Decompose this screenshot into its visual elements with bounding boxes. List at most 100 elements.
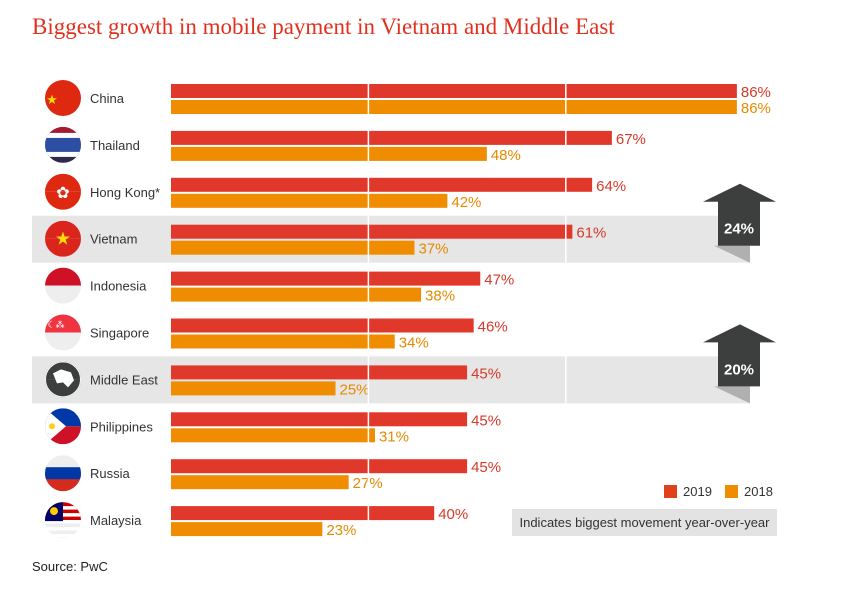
flag-bottom bbox=[45, 332, 81, 351]
bar-2019 bbox=[171, 84, 737, 98]
flag-moon: ☾⁂ bbox=[47, 320, 64, 330]
category-label: Russia bbox=[90, 466, 131, 481]
highlight-band bbox=[32, 215, 750, 263]
bar-2019 bbox=[171, 459, 468, 474]
flag-top bbox=[45, 80, 81, 98]
category-label: China bbox=[90, 91, 125, 106]
bar-2018 bbox=[171, 475, 349, 490]
source-text: Source: PwC bbox=[32, 559, 108, 574]
category-label: Thailand bbox=[90, 138, 140, 153]
chart-title: Biggest growth in mobile payment in Viet… bbox=[32, 14, 615, 39]
up-arrow-icon: 24% bbox=[703, 183, 776, 263]
data-label-2019: 67% bbox=[616, 131, 646, 148]
bar-2018 bbox=[171, 193, 448, 208]
flag-body bbox=[45, 455, 81, 492]
flag-icon-thailand bbox=[45, 126, 81, 163]
data-label-2018: 48% bbox=[491, 147, 521, 164]
flag-stripe bbox=[45, 137, 81, 152]
flag-stripe bbox=[45, 520, 81, 524]
data-label-2018: 38% bbox=[425, 288, 455, 305]
arrow-shape bbox=[703, 324, 776, 387]
bar-2019 bbox=[171, 224, 573, 239]
data-label-2018: 23% bbox=[326, 522, 356, 539]
data-label-2018: 34% bbox=[399, 335, 429, 352]
movement-note: Indicates biggest movement year-over-yea… bbox=[512, 509, 777, 536]
flag-top bbox=[45, 267, 81, 286]
flag-icon-vietnam: ★ bbox=[45, 220, 81, 257]
flag-triangle bbox=[45, 408, 66, 445]
data-label-2018: 31% bbox=[379, 428, 409, 445]
arrow-shadow bbox=[714, 386, 750, 404]
bar-2019 bbox=[171, 365, 468, 380]
bar-2019 bbox=[171, 130, 612, 145]
category-label: Singapore bbox=[90, 326, 149, 341]
flag-star: ★ bbox=[55, 229, 71, 249]
data-label-2019: 61% bbox=[576, 225, 606, 242]
bar-2018 bbox=[171, 381, 336, 396]
data-label-2018: 37% bbox=[418, 241, 448, 258]
arrow-shape bbox=[703, 183, 776, 246]
legend-swatch-2018 bbox=[725, 485, 738, 498]
data-label-2019: 45% bbox=[471, 412, 501, 429]
data-label-2019: 86% bbox=[741, 84, 771, 101]
flag-body bbox=[45, 267, 81, 304]
flag-top bbox=[45, 173, 81, 192]
flag-body: ★ bbox=[45, 80, 81, 116]
legend-item-2019: 2019 bbox=[664, 484, 712, 499]
flag-stripe bbox=[45, 534, 81, 538]
bar-2018 bbox=[171, 100, 737, 114]
data-label-2018: 86% bbox=[741, 100, 771, 117]
legend-label-2018: 2018 bbox=[744, 484, 773, 499]
flag-bottom bbox=[45, 285, 81, 304]
flag-body bbox=[45, 126, 81, 163]
data-label-2019: 40% bbox=[438, 506, 468, 523]
flag-icon-china: ★ bbox=[45, 80, 81, 116]
bar-2019 bbox=[171, 506, 435, 521]
bar-2018 bbox=[171, 287, 422, 302]
map-shape bbox=[53, 369, 74, 388]
highlight-band bbox=[32, 356, 750, 404]
category-label: Vietnam bbox=[90, 232, 137, 247]
category-label: Middle East bbox=[90, 372, 158, 387]
flag-bottom bbox=[45, 98, 81, 116]
bar-2018 bbox=[171, 146, 487, 161]
flag-stripe bbox=[45, 527, 81, 531]
flag-body: ✿ bbox=[45, 173, 81, 210]
flag-body: ☾⁂ bbox=[45, 314, 81, 351]
flag-icon-philippines bbox=[45, 408, 81, 445]
flag-sun bbox=[49, 423, 55, 430]
flag-body bbox=[45, 502, 81, 539]
flag-top bbox=[45, 314, 81, 333]
flag-bottom bbox=[45, 238, 81, 257]
flag-moon bbox=[50, 507, 58, 516]
data-label-2019: 46% bbox=[478, 319, 508, 336]
bar-2019 bbox=[171, 271, 481, 286]
flag-body: ★ bbox=[45, 220, 81, 257]
legend-swatch-2019 bbox=[664, 485, 677, 498]
category-label: Hong Kong* bbox=[90, 185, 160, 200]
bar-2018 bbox=[171, 334, 395, 349]
data-label-2019: 45% bbox=[471, 459, 501, 476]
data-label-2019: 45% bbox=[471, 365, 501, 382]
category-label: Philippines bbox=[90, 419, 153, 434]
movement-label: 24% bbox=[724, 221, 754, 238]
flag-icon-indonesia bbox=[45, 267, 81, 304]
data-label-2019: 47% bbox=[484, 272, 514, 289]
category-label: Indonesia bbox=[90, 279, 147, 294]
bar-2019 bbox=[171, 177, 593, 192]
flag-body bbox=[45, 408, 81, 445]
data-label-2018: 25% bbox=[340, 381, 370, 398]
bar-2018 bbox=[171, 428, 375, 443]
flag-stripe bbox=[45, 467, 81, 480]
flag-flower: ✿ bbox=[56, 185, 69, 202]
flag-icon-malaysia bbox=[45, 502, 81, 539]
movement-label: 20% bbox=[724, 361, 754, 378]
bar-2019 bbox=[171, 318, 474, 333]
data-label-2018: 42% bbox=[451, 194, 481, 211]
flag-bottom bbox=[45, 379, 81, 398]
bar-2019 bbox=[171, 412, 468, 427]
flag-icon-russia bbox=[45, 455, 81, 492]
flag-icon-singapore: ☾⁂ bbox=[45, 314, 81, 351]
